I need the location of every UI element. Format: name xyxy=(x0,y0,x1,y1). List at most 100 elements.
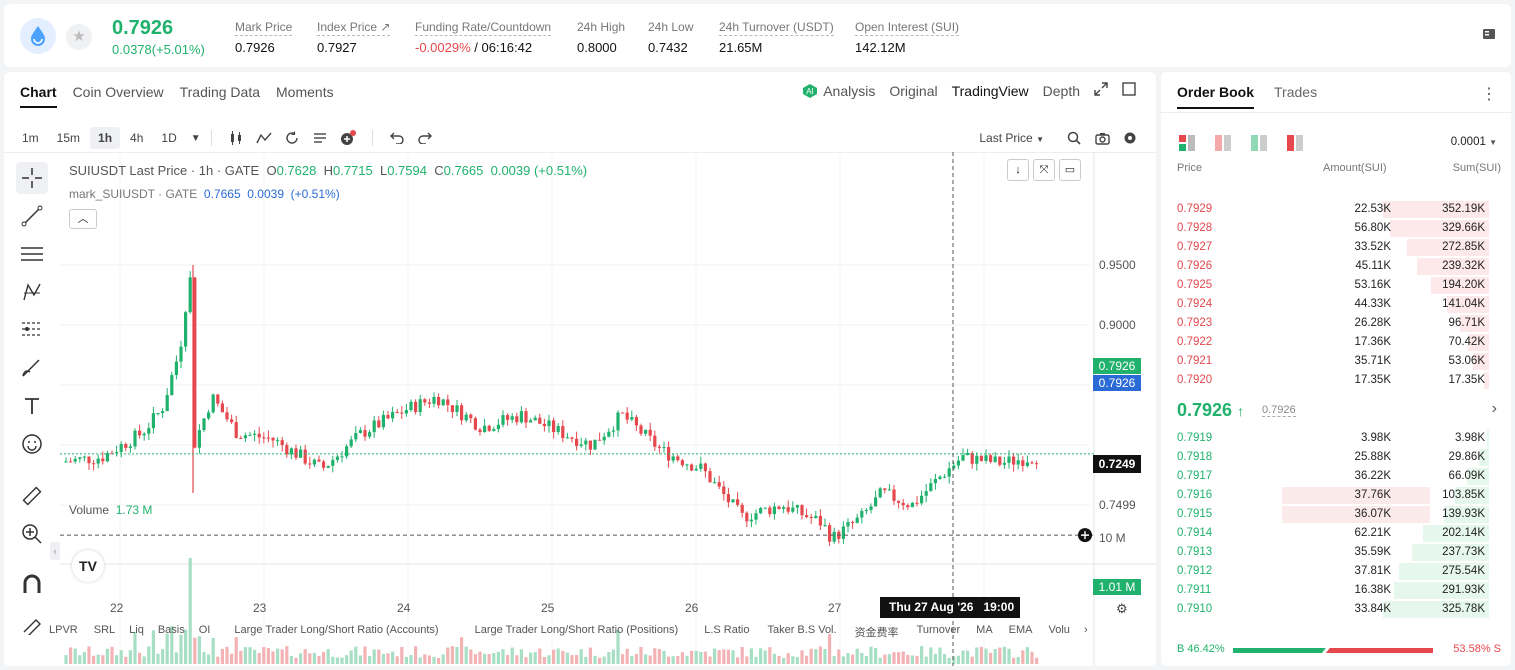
axis-settings-icon[interactable]: ⚙ xyxy=(1116,601,1128,616)
candle-body xyxy=(285,445,289,455)
depth-button[interactable]: Depth xyxy=(1042,82,1080,99)
indicator-taker-vol[interactable]: Taker B.S Vol. xyxy=(767,624,837,636)
tab-order-book[interactable]: Order Book xyxy=(1177,84,1255,109)
collapse-legend-icon[interactable]: ︿ xyxy=(69,209,97,229)
timeframe-dropdown-icon[interactable]: ▼ xyxy=(190,132,201,144)
tab-chart[interactable]: Chart xyxy=(20,84,57,108)
indicator-oi[interactable]: OI xyxy=(198,624,211,636)
asks-only-icon[interactable] xyxy=(1287,135,1303,156)
indicator-ls-ratio[interactable]: L.S Ratio xyxy=(704,624,750,636)
bids-view-icon[interactable] xyxy=(1251,135,1267,156)
trendline-icon[interactable] xyxy=(16,200,48,232)
templates-icon[interactable] xyxy=(306,124,334,152)
price-type-select[interactable]: Last Price ▼ xyxy=(979,131,1044,145)
timeframe-1d[interactable]: 1D xyxy=(161,131,177,145)
pattern-icon[interactable] xyxy=(16,276,48,308)
lock-drawing-icon[interactable] xyxy=(16,608,48,640)
ask-row[interactable]: 0.7929 22.53K 352.19K xyxy=(1161,200,1501,219)
undo-icon[interactable] xyxy=(383,124,411,152)
bid-row[interactable]: 0.7910 33.84K 325.78K xyxy=(1161,600,1501,619)
tradingview-logo-icon[interactable]: TV xyxy=(72,550,104,582)
fullscreen-icon[interactable] xyxy=(1094,82,1108,99)
indicator-turnover[interactable]: Turnover xyxy=(916,624,961,636)
bid-row[interactable]: 0.7915 36.07K 139.93K xyxy=(1161,505,1501,524)
horizontal-lines-icon[interactable] xyxy=(16,238,48,270)
bid-row[interactable]: 0.7916 37.76K 103.85K xyxy=(1161,486,1501,505)
indicator-scroll-right-icon[interactable]: › xyxy=(1083,624,1088,636)
text-tool-icon[interactable] xyxy=(16,390,48,422)
mid-chevron-right-icon[interactable]: › xyxy=(1491,400,1497,417)
timeframe-4h[interactable]: 4h xyxy=(130,131,144,145)
ask-row[interactable]: 0.7924 44.33K 141.04K xyxy=(1161,295,1501,314)
ask-row[interactable]: 0.7925 53.16K 194.20K xyxy=(1161,276,1501,295)
window-icon[interactable] xyxy=(1122,82,1136,99)
add-alert-icon[interactable] xyxy=(334,124,362,152)
indicator-trader-accounts[interactable]: Large Trader Long/Short Ratio (Accounts) xyxy=(234,624,439,636)
maximize-icon[interactable]: ▭ xyxy=(1059,159,1081,181)
ask-row[interactable]: 0.7928 56.80K 329.66K xyxy=(1161,219,1501,238)
tab-moments[interactable]: Moments xyxy=(276,84,334,100)
magnet-icon[interactable] xyxy=(16,568,48,600)
scroll-down-icon[interactable]: ↓ xyxy=(1007,159,1029,181)
candle-body xyxy=(400,412,404,414)
search-icon[interactable] xyxy=(1060,124,1088,152)
book-icon[interactable] xyxy=(1481,26,1497,42)
collapse-icon[interactable]: ⤧ xyxy=(1033,159,1055,181)
indicator-basis[interactable]: Basis xyxy=(157,624,185,636)
analysis-button[interactable]: AI Analysis xyxy=(802,83,875,99)
replay-icon[interactable] xyxy=(278,124,306,152)
tab-trading-data[interactable]: Trading Data xyxy=(179,84,261,100)
indicator-trader-positions[interactable]: Large Trader Long/Short Ratio (Positions… xyxy=(474,624,679,636)
both-view-icon[interactable] xyxy=(1179,135,1195,156)
indicator-srl[interactable]: SRL xyxy=(93,624,116,636)
ruler-icon[interactable] xyxy=(16,480,48,512)
favorite-star-icon[interactable]: ★ xyxy=(66,24,92,50)
bid-row[interactable]: 0.7913 35.59K 237.73K xyxy=(1161,543,1501,562)
precision-select[interactable]: 0.0001 ▼ xyxy=(1450,136,1497,148)
more-options-icon[interactable]: ⋮ xyxy=(1481,86,1497,103)
ask-row[interactable]: 0.7923 26.28K 96.71K xyxy=(1161,314,1501,333)
timeframe-15m[interactable]: 15m xyxy=(56,131,81,145)
mid-price[interactable]: 0.7926 ↑ xyxy=(1177,400,1245,420)
bid-row[interactable]: 0.7912 37.81K 275.54K xyxy=(1161,562,1501,581)
volume-bar xyxy=(82,652,86,664)
price-chart[interactable] xyxy=(60,152,1156,666)
bid-row[interactable]: 0.7914 62.21K 202.14K xyxy=(1161,524,1501,543)
timeframe-1h[interactable]: 1h xyxy=(90,127,121,149)
asks-view-icon[interactable] xyxy=(1215,135,1231,156)
tab-trades[interactable]: Trades xyxy=(1274,84,1318,100)
indicator-volu[interactable]: Volu xyxy=(1048,624,1070,636)
ask-row[interactable]: 0.7921 35.71K 53.06K xyxy=(1161,352,1501,371)
indicator-ma[interactable]: MA xyxy=(976,624,993,636)
emoji-icon[interactable] xyxy=(16,428,48,460)
indicator-ema[interactable]: EMA xyxy=(1008,624,1033,636)
ask-row[interactable]: 0.7922 17.36K 70.42K xyxy=(1161,333,1501,352)
settings-gear-icon[interactable] xyxy=(1116,124,1144,152)
tradingview-button[interactable]: TradingView xyxy=(951,82,1029,99)
indicators-icon[interactable] xyxy=(250,124,278,152)
camera-icon[interactable] xyxy=(1088,124,1116,152)
bid-row[interactable]: 0.7911 16.38K 291.93K xyxy=(1161,581,1501,600)
indicator-lpvr[interactable]: LPVR xyxy=(49,624,78,636)
indicator-funding[interactable]: 资金费率 xyxy=(854,627,899,639)
tab-coin-overview[interactable]: Coin Overview xyxy=(72,84,164,100)
candle-body xyxy=(133,430,137,447)
timeframe-1m[interactable]: 1m xyxy=(22,131,39,145)
original-view-button[interactable]: Original xyxy=(889,82,938,99)
bid-row[interactable]: 0.7917 36.22K 66.09K xyxy=(1161,467,1501,486)
ask-row[interactable]: 0.7926 45.11K 239.32K xyxy=(1161,257,1501,276)
ask-row[interactable]: 0.7927 33.52K 272.85K xyxy=(1161,238,1501,257)
fib-icon[interactable] xyxy=(16,314,48,346)
stat-index-price[interactable]: Index Price ↗ 0.7927 xyxy=(317,20,391,55)
brush-icon[interactable] xyxy=(16,352,48,384)
collapse-toolbar-icon[interactable]: ‹ xyxy=(50,542,60,560)
crosshair-icon[interactable] xyxy=(16,162,48,194)
redo-icon[interactable] xyxy=(411,124,439,152)
bid-row[interactable]: 0.7919 3.98K 3.98K xyxy=(1161,429,1501,448)
zoom-in-icon[interactable] xyxy=(16,518,48,550)
ask-row[interactable]: 0.7920 17.35K 17.35K xyxy=(1161,371,1501,390)
ask-amount: 35.71K xyxy=(1354,355,1391,367)
indicator-liq[interactable]: Liq xyxy=(129,624,144,636)
bid-row[interactable]: 0.7918 25.88K 29.86K xyxy=(1161,448,1501,467)
candle-type-icon[interactable] xyxy=(222,124,250,152)
